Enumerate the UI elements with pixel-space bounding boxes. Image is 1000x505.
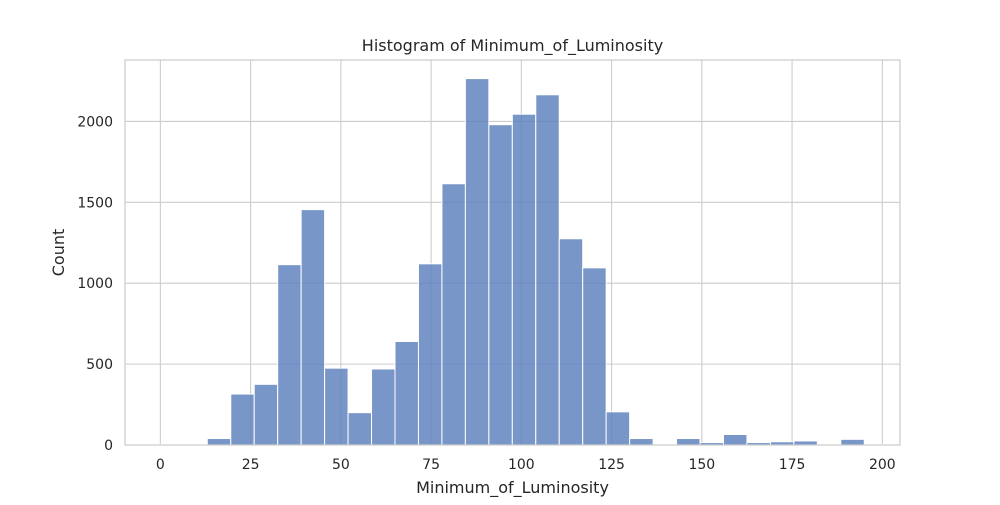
x-tick-label: 175: [779, 457, 806, 473]
histogram-bar: [605, 411, 631, 446]
y-tick-label: 1500: [77, 195, 113, 211]
y-tick-label: 2000: [77, 114, 113, 130]
histogram-bar: [629, 438, 654, 446]
x-tick-labels: 0 25 50 75 100 125 150 175 200: [156, 457, 896, 473]
histogram-bar: [417, 263, 443, 446]
y-tick-labels: 0 500 1000 1500 2000: [77, 114, 113, 454]
x-axis-label: Minimum_of_Luminosity: [416, 478, 609, 498]
histogram-bar: [394, 340, 419, 446]
histogram-bar: [324, 367, 349, 446]
histogram-bar: [300, 209, 326, 446]
histogram-bar: [277, 264, 302, 446]
histogram-bar: [230, 393, 255, 446]
histogram-bar: [488, 124, 513, 446]
histogram-bar: [558, 238, 584, 446]
histogram-bar: [511, 113, 537, 446]
x-tick-label: 0: [156, 457, 165, 473]
histogram-bar: [347, 412, 373, 446]
x-tick-label: 200: [869, 457, 896, 473]
chart-title: Histogram of Minimum_of_Luminosity: [362, 36, 663, 56]
x-tick-label: 125: [598, 457, 625, 473]
x-tick-label: 25: [242, 457, 260, 473]
histogram-bar: [371, 368, 396, 446]
histogram-bar: [441, 183, 466, 446]
histogram-bar: [535, 94, 560, 446]
plot-frame: [124, 59, 901, 446]
histogram-bars: [159, 78, 889, 446]
histogram-bar: [206, 438, 232, 446]
y-axis-label: Count: [49, 229, 68, 277]
histogram-bar: [253, 383, 279, 446]
x-tick-label: 150: [688, 457, 715, 473]
histogram-bar: [676, 438, 701, 446]
y-tick-label: 0: [104, 438, 113, 454]
y-tick-label: 500: [86, 357, 113, 373]
histogram-bar: [582, 267, 607, 446]
x-tick-label: 75: [422, 457, 440, 473]
x-tick-label: 100: [508, 457, 535, 473]
histogram-bar: [840, 438, 865, 446]
x-tick-label: 50: [332, 457, 350, 473]
histogram-bar: [464, 78, 490, 446]
y-tick-label: 1000: [77, 276, 113, 292]
histogram-bar: [722, 433, 748, 446]
